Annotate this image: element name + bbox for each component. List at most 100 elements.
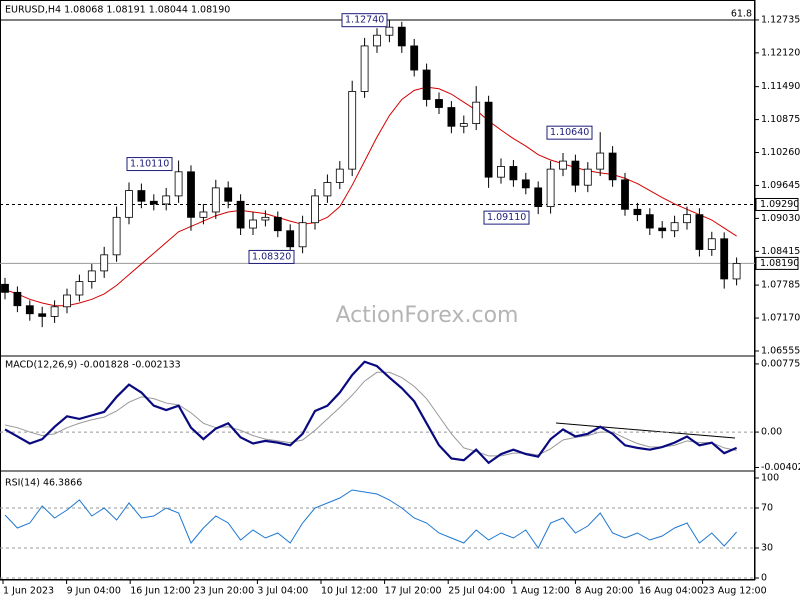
candle-body: [236, 200, 245, 229]
candle-body: [261, 216, 270, 221]
candle-body: [497, 166, 505, 178]
x-tick-label: 23 Jun 20:00: [194, 586, 254, 597]
x-tick-label: 16 Jun 12:00: [130, 586, 190, 597]
candle-body: [571, 160, 580, 186]
y-tick-label: 1.10875: [761, 114, 800, 125]
candle-body: [323, 182, 332, 197]
y-tick-label: 1.09645: [761, 180, 800, 191]
candle-body: [559, 160, 567, 170]
candle-body: [608, 152, 617, 181]
y-tick-label: 70: [761, 503, 773, 514]
annotation-box: [248, 249, 295, 264]
candle-body: [422, 69, 431, 100]
y-tick-label: 100: [761, 473, 779, 484]
candle-body: [149, 200, 158, 205]
candle-body: [199, 211, 208, 218]
candle-body: [695, 214, 704, 250]
y-tick-label: 0: [761, 573, 767, 584]
candle-body: [187, 171, 195, 218]
annotation-label: 1.09110: [487, 212, 526, 223]
annotation-label: 1.10640: [550, 127, 589, 138]
candle-body: [87, 270, 96, 283]
x-tick-label: 17 Jul 20:00: [385, 586, 442, 597]
candle-body: [162, 195, 171, 205]
current-price-box: [755, 256, 799, 270]
candle-body: [596, 152, 605, 170]
header: EURUSD,H4 1.08068 1.08191 1.08044 1.0819…: [5, 5, 230, 16]
annotation-label: 1.10110: [130, 159, 169, 170]
candle-body: [670, 222, 679, 232]
candle-body: [385, 26, 394, 36]
candle-body: [273, 216, 282, 232]
candle-body: [311, 195, 319, 224]
y-tick-label: 1.08415: [761, 246, 800, 257]
candle-body: [25, 305, 34, 315]
candle-body: [112, 216, 121, 256]
y-tick-label: 30: [761, 543, 773, 554]
y-tick-label: 0.007753: [761, 358, 800, 369]
candle-body: [720, 238, 729, 280]
trend-line: [555, 422, 736, 439]
y-tick-label: 1.07170: [761, 313, 800, 324]
candle-body: [521, 179, 530, 189]
candle-body: [509, 166, 518, 181]
candle-body: [224, 187, 233, 202]
candle-body: [249, 219, 257, 229]
candle-body: [286, 230, 295, 248]
candle-body: [645, 214, 654, 229]
candle-body: [50, 306, 59, 317]
rsi-title: RSI(14) 46.3866: [5, 478, 82, 489]
candle-body: [75, 281, 84, 296]
y-tick-label: 1.12735: [761, 14, 800, 25]
x-tick-label: 25 Jul 04:00: [448, 586, 505, 597]
annotation-label: 1.08320: [252, 251, 291, 262]
candle-body: [137, 190, 146, 202]
y-tick-label: -0.004027: [761, 462, 800, 473]
fib-label: 61.8: [731, 8, 752, 19]
macd-title: MACD(12,26,9) -0.001828 -0.002133: [5, 360, 181, 371]
x-tick-label: 1 Jun 2023: [3, 586, 54, 597]
candle-body: [397, 26, 406, 47]
y-tick-label: 0.00: [761, 427, 782, 438]
candle-body: [472, 101, 481, 124]
candle-body: [683, 214, 691, 224]
annotation-box: [126, 157, 173, 172]
dashed-level-label: 1.09290: [760, 199, 799, 210]
candle-body: [298, 222, 307, 248]
candle-body: [621, 179, 629, 210]
candle-body: [732, 263, 741, 280]
candle-body: [1, 283, 9, 293]
candle-body: [360, 45, 369, 92]
watermark: ActionForex.com: [336, 303, 519, 328]
x-tick-label: 9 Jun 04:00: [67, 586, 121, 597]
x-tick-label: 16 Aug 04:00: [639, 586, 703, 597]
series-line: [4, 360, 738, 465]
candle-body: [410, 45, 419, 71]
series-line: [4, 489, 737, 549]
annotation-box: [341, 13, 388, 28]
annotation-box: [483, 210, 530, 225]
candle-body: [125, 190, 133, 218]
y-tick-label: 1.09030: [761, 213, 800, 224]
candle-body: [447, 107, 456, 127]
series-line: [4, 371, 737, 457]
candle-body: [211, 187, 220, 213]
y-tick-label: 1.11490: [761, 81, 800, 92]
candle-body: [484, 101, 493, 178]
candle-body: [534, 187, 543, 208]
y-tick-label: 1.06555: [761, 345, 800, 356]
candle-body: [583, 168, 592, 186]
candle-body: [348, 91, 357, 170]
x-tick-label: 1 Aug 12:00: [512, 586, 570, 597]
x-tick-label: 10 Jul 12:00: [321, 586, 378, 597]
x-tick-label: 8 Aug 20:00: [575, 586, 633, 597]
candle-body: [707, 238, 716, 250]
candle-body: [100, 254, 109, 272]
candle-body: [174, 171, 183, 197]
candle-body: [38, 313, 47, 317]
candle-body: [459, 123, 468, 127]
candle-body: [633, 208, 642, 216]
frame: [0, 0, 755, 580]
